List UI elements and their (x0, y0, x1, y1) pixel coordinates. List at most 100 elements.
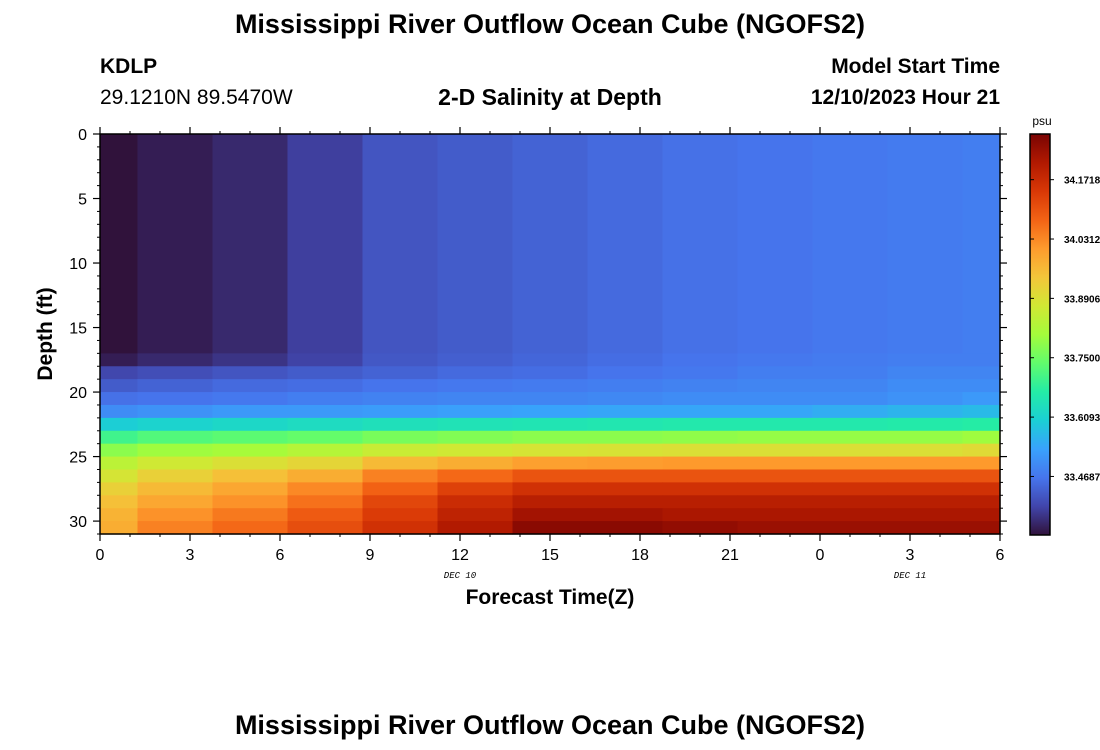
heatmap-cell (512, 469, 589, 483)
heatmap-cell (587, 134, 664, 354)
heatmap-cell (287, 366, 364, 380)
heatmap-cell (362, 366, 439, 380)
heatmap-cells (100, 134, 1001, 535)
footer-title: Mississippi River Outflow Ocean Cube (NG… (234, 710, 866, 740)
heatmap-cell (962, 508, 1001, 522)
heatmap-cell (662, 482, 739, 496)
heatmap-cell (887, 456, 964, 471)
heatmap-cell (887, 508, 964, 522)
heatmap-cell (812, 508, 889, 522)
heatmap-cell (512, 443, 589, 458)
x-tick-label: 9 (366, 547, 375, 564)
station-coordinates: 29.1210N 89.5470W (100, 86, 293, 109)
heatmap-cell (437, 430, 514, 445)
heatmap-cell (512, 430, 589, 445)
heatmap-cell (587, 508, 664, 522)
heatmap-cell (137, 456, 214, 471)
heatmap-cell (812, 379, 889, 393)
heatmap-cell (962, 469, 1001, 483)
heatmap-cell (737, 482, 814, 496)
heatmap-cell (287, 417, 364, 432)
heatmap-cell (100, 404, 139, 419)
heatmap-cell (962, 392, 1001, 406)
heatmap-cell (812, 430, 889, 445)
heatmap-cell (962, 495, 1001, 509)
heatmap-cell (137, 521, 214, 535)
heatmap-cell (212, 430, 289, 445)
heatmap-cell (362, 482, 439, 496)
heatmap-cell (962, 482, 1001, 496)
heatmap-cell (137, 379, 214, 393)
heatmap-cell (137, 469, 214, 483)
heatmap-cell (137, 417, 214, 432)
heatmap-cell (437, 392, 514, 406)
heatmap-cell (437, 379, 514, 393)
colorbar-ticks: 34.1718 34.0312 33.8906 33.7500 33.6093 33.46… (1030, 176, 1100, 483)
heatmap-cell (100, 495, 139, 509)
heatmap-cell (737, 456, 814, 471)
heatmap-cell (362, 508, 439, 522)
heatmap-cell (587, 521, 664, 535)
heatmap-cell (812, 134, 889, 354)
heatmap-cell (362, 469, 439, 483)
heatmap-cell (512, 353, 589, 367)
colorbar-tick-label: 33.7500 (1064, 354, 1100, 365)
heatmap-cell (287, 482, 364, 496)
heatmap-cell (812, 521, 889, 535)
heatmap-cell (437, 366, 514, 380)
heatmap-cell (812, 456, 889, 471)
heatmap-cell (887, 469, 964, 483)
heatmap-cell (887, 443, 964, 458)
heatmap-cell (512, 521, 589, 535)
heatmap-cell (737, 353, 814, 367)
heatmap-cell (887, 366, 964, 380)
heatmap-cell (287, 430, 364, 445)
heatmap-cell (212, 353, 289, 367)
heatmap-cell (100, 379, 139, 393)
heatmap-cell (512, 508, 589, 522)
heatmap-cell (737, 134, 814, 354)
heatmap-cell (587, 456, 664, 471)
heatmap-cell (512, 379, 589, 393)
heatmap-cell (962, 134, 1001, 354)
heatmap-cell (962, 404, 1001, 419)
heatmap-cell (512, 456, 589, 471)
heatmap-cell (737, 469, 814, 483)
y-axis-label: Depth (ft) (34, 287, 57, 380)
colorbar-tick-label: 34.1718 (1064, 176, 1100, 187)
heatmap-cell (437, 495, 514, 509)
heatmap-cell (437, 417, 514, 432)
heatmap-cell (512, 366, 589, 380)
heatmap-cell (212, 495, 289, 509)
heatmap-cell (137, 366, 214, 380)
heatmap-cell (662, 443, 739, 458)
heatmap-cell (587, 366, 664, 380)
heatmap-cell (587, 404, 664, 419)
heatmap-cell (100, 456, 139, 471)
heatmap-cell (887, 430, 964, 445)
station-id: KDLP (100, 55, 158, 78)
heatmap-cell (512, 482, 589, 496)
heatmap-cell (737, 366, 814, 380)
heatmap-cell (662, 134, 739, 354)
y-tick-label: 10 (69, 256, 87, 273)
heatmap-cell (512, 392, 589, 406)
heatmap-cell (212, 482, 289, 496)
heatmap-cell (100, 366, 139, 380)
heatmap-cell (362, 456, 439, 471)
heatmap-cell (512, 404, 589, 419)
heatmap-cell (812, 495, 889, 509)
heatmap-cell (662, 404, 739, 419)
heatmap-cell (287, 456, 364, 471)
colorbar-tick-label: 33.8906 (1064, 294, 1100, 305)
heatmap-cell (362, 417, 439, 432)
heatmap-cell (137, 495, 214, 509)
x-tick-label: 12 (451, 547, 469, 564)
colorbar-unit: psu (1032, 114, 1051, 128)
heatmap-cell (887, 417, 964, 432)
model-start-label: Model Start Time (831, 55, 1000, 78)
heatmap-cell (137, 353, 214, 367)
heatmap-cell (212, 469, 289, 483)
heatmap-cell (287, 443, 364, 458)
heatmap-cell (100, 353, 139, 367)
